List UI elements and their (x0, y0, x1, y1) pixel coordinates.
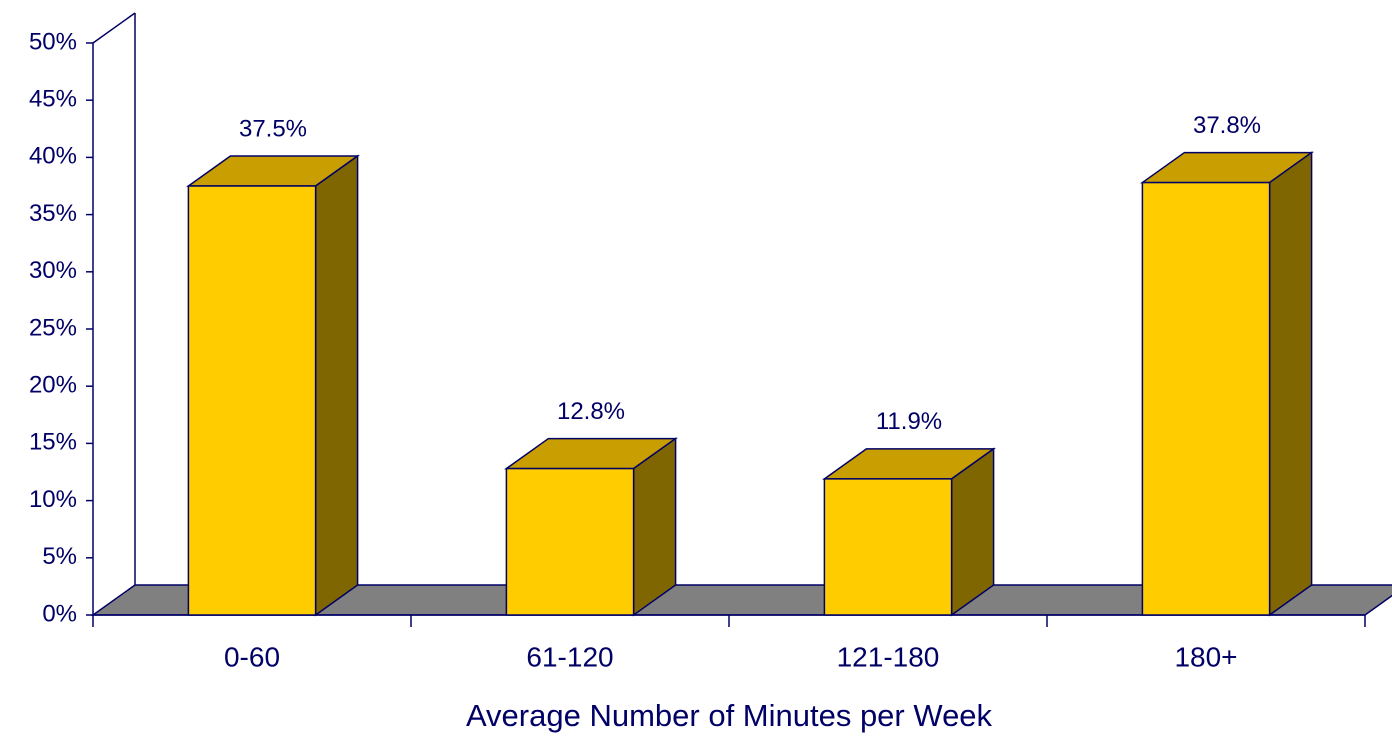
bar (505, 467, 635, 616)
y-tick-label: 50% (29, 28, 77, 55)
y-tick-label: 5% (42, 543, 77, 570)
y-tick-label: 35% (29, 200, 77, 227)
value-label: 11.9% (876, 408, 942, 435)
bar (823, 478, 953, 616)
back-wall-edge (92, 12, 136, 585)
y-tick-label: 0% (42, 600, 77, 627)
y-tick-label: 30% (29, 257, 77, 284)
bar-side (314, 154, 359, 617)
y-tick-label: 20% (29, 372, 77, 399)
bar-side (1268, 151, 1313, 617)
x-tick-label: 180+ (1174, 641, 1237, 672)
value-label: 37.5% (239, 115, 307, 142)
y-tick-label: 45% (29, 86, 77, 113)
y-tick-label: 15% (29, 429, 77, 456)
bar-side (632, 437, 677, 617)
y-tick-label: 10% (29, 486, 77, 513)
y-tick-label: 25% (29, 314, 77, 341)
x-tick-label: 121-180 (837, 641, 940, 672)
x-axis-label: Average Number of Minutes per Week (466, 698, 993, 733)
y-tick-label: 40% (29, 143, 77, 170)
bar (187, 185, 317, 616)
x-tick-label: 61-120 (526, 641, 613, 672)
bar-side (950, 447, 995, 617)
x-tick-label: 0-60 (224, 641, 280, 672)
value-label: 12.8% (557, 398, 625, 425)
bar (1141, 181, 1271, 616)
value-label: 37.8% (1193, 112, 1261, 139)
